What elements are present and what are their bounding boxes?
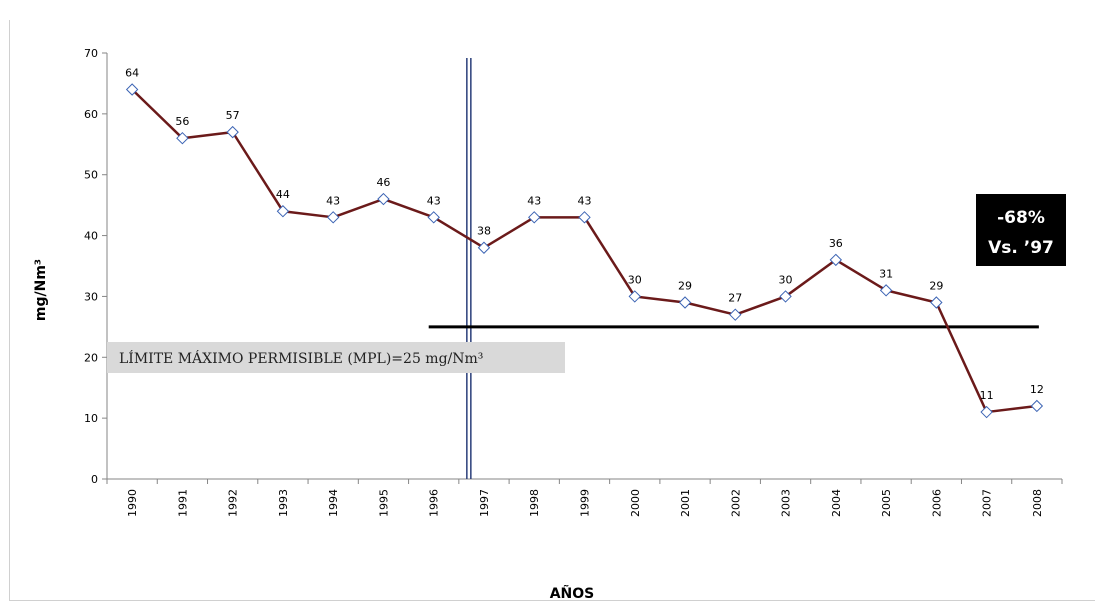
data-point-marker — [326, 211, 340, 224]
data-label: 31 — [879, 267, 893, 280]
x-tick-label: 2003 — [780, 489, 793, 517]
mpl-label-box: LÍMITE MÁXIMO PERMISIBLE (MPL)=25 mg/Nm³ — [107, 342, 565, 373]
data-label: 64 — [125, 67, 139, 80]
data-point-marker — [125, 83, 139, 96]
x-axis: 1990 1991 1992 1993 1994 1995 1996 1997 1998 1999… — [106, 478, 1063, 517]
data-point-marker — [930, 296, 943, 309]
y-axis: 0 10 20 30 40 50 60 70 — [84, 47, 108, 486]
x-tick-label: 1994 — [327, 489, 340, 517]
y-tick-label: 60 — [84, 108, 98, 121]
x-tick-label: 2006 — [930, 489, 943, 517]
y-tick-label: 50 — [84, 169, 98, 182]
data-point-marker — [980, 405, 993, 419]
data-label: 46 — [376, 176, 390, 189]
y-tick-label: 40 — [84, 230, 98, 243]
data-point-marker — [879, 284, 893, 297]
data-label: 30 — [628, 273, 642, 286]
data-label: 43 — [578, 194, 592, 207]
data-point-marker — [1030, 399, 1044, 413]
data-label: 36 — [829, 237, 843, 250]
x-tick-label: 2000 — [629, 489, 642, 517]
callout-line-1: -68% — [997, 208, 1045, 228]
data-point-marker — [528, 211, 541, 224]
y-tick-label: 30 — [84, 290, 98, 303]
x-tick-label: 2005 — [880, 489, 893, 517]
data-label: 29 — [929, 280, 943, 293]
x-tick-label: 2001 — [679, 489, 692, 517]
x-tick-label: 1991 — [176, 489, 189, 517]
data-point-marker — [779, 290, 792, 303]
x-tick-label: 2008 — [1031, 489, 1044, 517]
data-point-marker — [578, 211, 591, 224]
data-label: 57 — [226, 109, 240, 122]
data-point-marker — [176, 131, 189, 145]
data-label: 43 — [527, 194, 541, 207]
data-label: 38 — [477, 225, 491, 238]
x-tick-label: 1992 — [227, 489, 240, 517]
series — [125, 83, 1044, 419]
data-point-marker — [427, 211, 440, 224]
x-tick-label: 1993 — [277, 489, 290, 517]
data-point-marker — [477, 241, 491, 254]
data-label: 56 — [175, 115, 189, 128]
y-axis-title: mg/Nm³ — [33, 259, 49, 321]
data-label: 11 — [980, 389, 994, 402]
y-tick-label: 0 — [91, 473, 98, 486]
reduction-callout: -68% Vs. ’97 — [976, 194, 1066, 266]
data-point-marker — [226, 125, 239, 139]
data-labels: 64 56 57 44 43 46 43 38 43 43 30 29 27 30 36 31 29 11 12 — [125, 67, 1044, 403]
data-label: 27 — [728, 292, 742, 305]
callout-line-2: Vs. ’97 — [988, 238, 1054, 258]
data-point-marker — [276, 205, 290, 218]
data-label: 44 — [276, 188, 290, 201]
data-label: 43 — [326, 194, 340, 207]
y-tick-label: 70 — [84, 47, 98, 60]
x-axis-title: AÑOS — [550, 585, 595, 600]
data-label: 43 — [427, 194, 441, 207]
data-point-marker — [628, 290, 641, 303]
y-tick-label: 10 — [84, 412, 98, 425]
data-point-marker — [829, 253, 843, 267]
data-point-marker — [377, 192, 390, 206]
x-tick-label: 1998 — [528, 489, 541, 517]
x-tick-label: 2002 — [729, 489, 742, 517]
x-tick-label: 1996 — [428, 489, 441, 517]
y-tick-label: 20 — [84, 351, 98, 364]
data-label: 30 — [779, 273, 793, 286]
x-tick-label: 1990 — [126, 489, 139, 517]
data-point-marker — [678, 296, 692, 309]
vertical-marker — [466, 58, 472, 479]
data-label: 29 — [678, 280, 692, 293]
x-tick-label: 1995 — [377, 489, 390, 517]
line-chart: 0 10 20 30 40 50 60 70 1990 1991 1992 1993 1994 1995… — [33, 47, 1066, 600]
data-label: 12 — [1030, 383, 1044, 396]
x-tick-label: 2007 — [981, 489, 994, 517]
x-tick-label: 2004 — [830, 489, 843, 517]
mpl-label: LÍMITE MÁXIMO PERMISIBLE (MPL)=25 mg/Nm³ — [119, 349, 483, 367]
data-point-marker — [729, 308, 742, 321]
x-tick-label: 1999 — [579, 489, 592, 517]
chart-area: 0 10 20 30 40 50 60 70 1990 1991 1992 1993 1994 1995… — [9, 20, 1095, 601]
x-tick-label: 1997 — [478, 489, 491, 517]
